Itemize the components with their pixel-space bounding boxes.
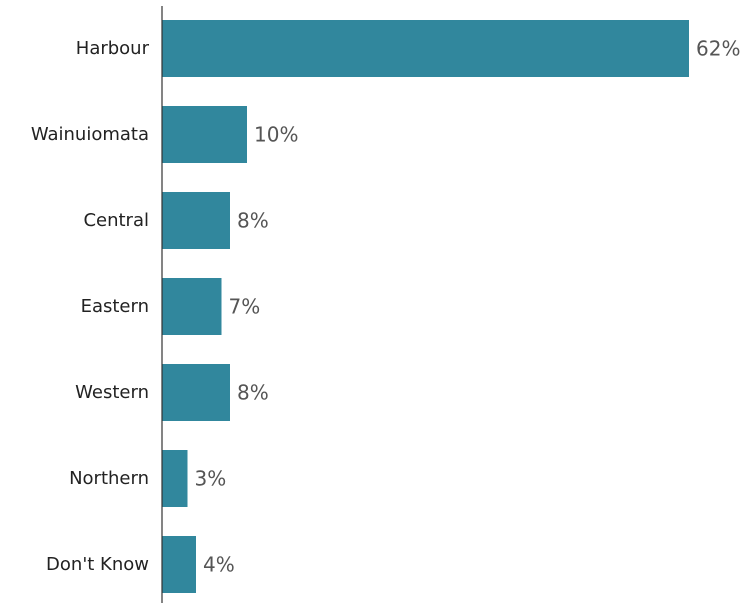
bar-western bbox=[162, 364, 230, 421]
value-label: 8% bbox=[237, 381, 269, 405]
category-label: Wainuiomata bbox=[31, 124, 149, 145]
category-label: Harbour bbox=[76, 38, 150, 59]
bar-northern bbox=[162, 450, 188, 507]
value-label: 3% bbox=[195, 467, 227, 491]
value-label: 62% bbox=[696, 37, 740, 61]
category-label: Don't Know bbox=[46, 554, 149, 575]
value-label: 10% bbox=[254, 123, 298, 147]
bar-eastern bbox=[162, 278, 222, 335]
value-labels-group: 62% 10% 8% 7% 8% 3% 4% bbox=[195, 37, 741, 577]
category-label: Western bbox=[75, 382, 149, 403]
category-label: Eastern bbox=[81, 296, 149, 317]
category-labels-group: Harbour Wainuiomata Central Eastern Western N… bbox=[31, 38, 150, 575]
category-label: Northern bbox=[69, 468, 149, 489]
bars-group bbox=[162, 20, 689, 593]
value-label: 4% bbox=[203, 553, 235, 577]
value-label: 7% bbox=[229, 295, 261, 319]
category-label: Central bbox=[83, 210, 149, 231]
bar-don-t-know bbox=[162, 536, 196, 593]
value-label: 8% bbox=[237, 209, 269, 233]
bar-wainuiomata bbox=[162, 106, 247, 163]
bar-central bbox=[162, 192, 230, 249]
bar-harbour bbox=[162, 20, 689, 77]
